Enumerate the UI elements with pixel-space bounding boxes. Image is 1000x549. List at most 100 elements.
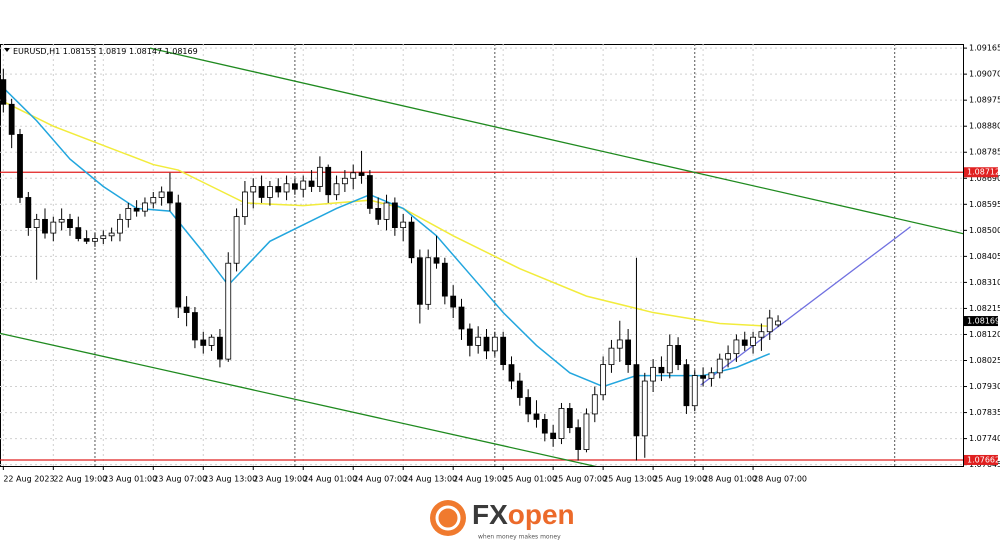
candle-body bbox=[117, 218, 123, 234]
candle-body bbox=[150, 197, 157, 204]
candle-body bbox=[200, 339, 207, 346]
candle-body bbox=[741, 339, 748, 346]
brand-tagline: when money makes money bbox=[478, 534, 561, 541]
header: EURUSD,H1 1.08155 1.0819 1.08147 1.08169 bbox=[13, 47, 198, 56]
brand-name: FXopen bbox=[472, 499, 575, 530]
x-tick-label: 24 Aug 07:00 bbox=[353, 475, 407, 484]
y-tick-label: 1.08500 bbox=[969, 226, 1000, 235]
candle-body bbox=[508, 364, 515, 382]
candle-body bbox=[358, 172, 365, 176]
candle-body bbox=[458, 306, 465, 330]
plot-frame bbox=[0, 44, 964, 467]
candle-body bbox=[92, 238, 98, 242]
candle-body bbox=[541, 419, 548, 434]
candle-body bbox=[300, 180, 307, 190]
candle-body bbox=[158, 191, 165, 198]
candle-body bbox=[433, 257, 440, 264]
candle-body bbox=[625, 339, 632, 366]
candle-body bbox=[550, 432, 557, 439]
candle-body bbox=[350, 172, 357, 179]
trendline bbox=[700, 226, 911, 386]
x-tick-label: 25 Aug 01:00 bbox=[503, 475, 557, 484]
candle-body bbox=[666, 345, 673, 374]
candle-body bbox=[316, 166, 323, 187]
candle-body bbox=[650, 366, 657, 382]
level-label: 1.07662 bbox=[967, 455, 1000, 464]
candle-body bbox=[683, 364, 690, 407]
candle-body bbox=[0, 79, 7, 105]
candle-body bbox=[566, 408, 573, 429]
y-tick-label: 1.09070 bbox=[969, 70, 1000, 79]
trendline bbox=[149, 47, 963, 235]
candle-body bbox=[583, 413, 590, 450]
high: 1.0819 bbox=[98, 47, 126, 56]
candle-body bbox=[375, 208, 382, 220]
candle-body bbox=[42, 218, 48, 234]
candle-body bbox=[500, 336, 507, 366]
candle-body bbox=[483, 336, 490, 352]
x-tick-label: 28 Aug 01:00 bbox=[703, 475, 757, 484]
candle-body bbox=[383, 202, 390, 220]
y-tick-label: 1.08975 bbox=[969, 96, 1000, 105]
x-tick-label: 25 Aug 13:00 bbox=[603, 475, 657, 484]
candle-body bbox=[491, 336, 498, 352]
candle-body bbox=[700, 375, 706, 379]
x-tick-label: 24 Aug 13:00 bbox=[403, 475, 457, 484]
y-tick-label: 1.08405 bbox=[969, 252, 1000, 261]
moving-average bbox=[3, 100, 770, 327]
candle-body bbox=[716, 358, 723, 374]
candle-body bbox=[275, 186, 282, 193]
candle-body bbox=[750, 336, 756, 346]
candle-body bbox=[258, 186, 265, 198]
candle-body bbox=[575, 427, 582, 450]
y-tick-label: 1.09165 bbox=[969, 44, 1000, 53]
price-label: 1.08169 bbox=[967, 317, 1000, 326]
candle-body bbox=[33, 218, 40, 228]
y-tick-label: 1.08120 bbox=[969, 330, 1000, 339]
symbol: EURUSD,H1 bbox=[13, 47, 60, 56]
x-tick-label: 22 Aug 2023 bbox=[3, 475, 54, 484]
candle-body bbox=[142, 202, 148, 212]
candle-body bbox=[242, 191, 248, 218]
level-label: 1.08712 bbox=[967, 168, 1000, 177]
candle-body bbox=[775, 320, 781, 326]
y-tick-label: 1.08785 bbox=[969, 148, 1000, 157]
candle-body bbox=[408, 221, 415, 259]
candle-body bbox=[675, 345, 681, 366]
candle-body bbox=[558, 408, 565, 439]
candle-body bbox=[250, 186, 257, 193]
brand-open: open bbox=[508, 499, 575, 530]
candle-body bbox=[391, 202, 398, 228]
candle-body bbox=[183, 306, 190, 313]
y-tick-label: 1.08025 bbox=[969, 356, 1000, 365]
x-tick-label: 25 Aug 07:00 bbox=[553, 475, 607, 484]
x-tick-label: 25 Aug 19:00 bbox=[653, 475, 707, 484]
open: 1.08155 bbox=[63, 47, 96, 56]
axes: 1.09165 1.09070 1.08975 1.08880 1.08785 1.086… bbox=[2, 44, 1000, 484]
y-tick-label: 1.07835 bbox=[969, 408, 1000, 417]
candle-body bbox=[708, 372, 715, 379]
candle-body bbox=[441, 262, 448, 297]
logo-icon-inner bbox=[435, 505, 461, 531]
y-tick-label: 1.08215 bbox=[969, 304, 1000, 313]
candle-body bbox=[75, 227, 82, 239]
low: 1.08147 bbox=[129, 47, 162, 56]
candle-body bbox=[425, 257, 432, 305]
candle-body bbox=[83, 238, 90, 242]
candle-body bbox=[533, 413, 540, 420]
level-label-bg bbox=[964, 454, 998, 465]
candle-body bbox=[691, 375, 698, 407]
candle-body bbox=[641, 380, 648, 437]
logo-icon bbox=[430, 500, 466, 536]
candle-body bbox=[600, 364, 607, 396]
candle-body bbox=[25, 197, 32, 228]
x-tick-label: 23 Aug 13:00 bbox=[203, 475, 257, 484]
price-label-bg bbox=[964, 316, 998, 327]
logo: FXopen when money makes money bbox=[430, 499, 575, 541]
y-tick-label: 1.08595 bbox=[969, 200, 1000, 209]
candle-body bbox=[450, 295, 457, 308]
candle-body bbox=[766, 317, 773, 333]
candle-body bbox=[17, 134, 23, 198]
